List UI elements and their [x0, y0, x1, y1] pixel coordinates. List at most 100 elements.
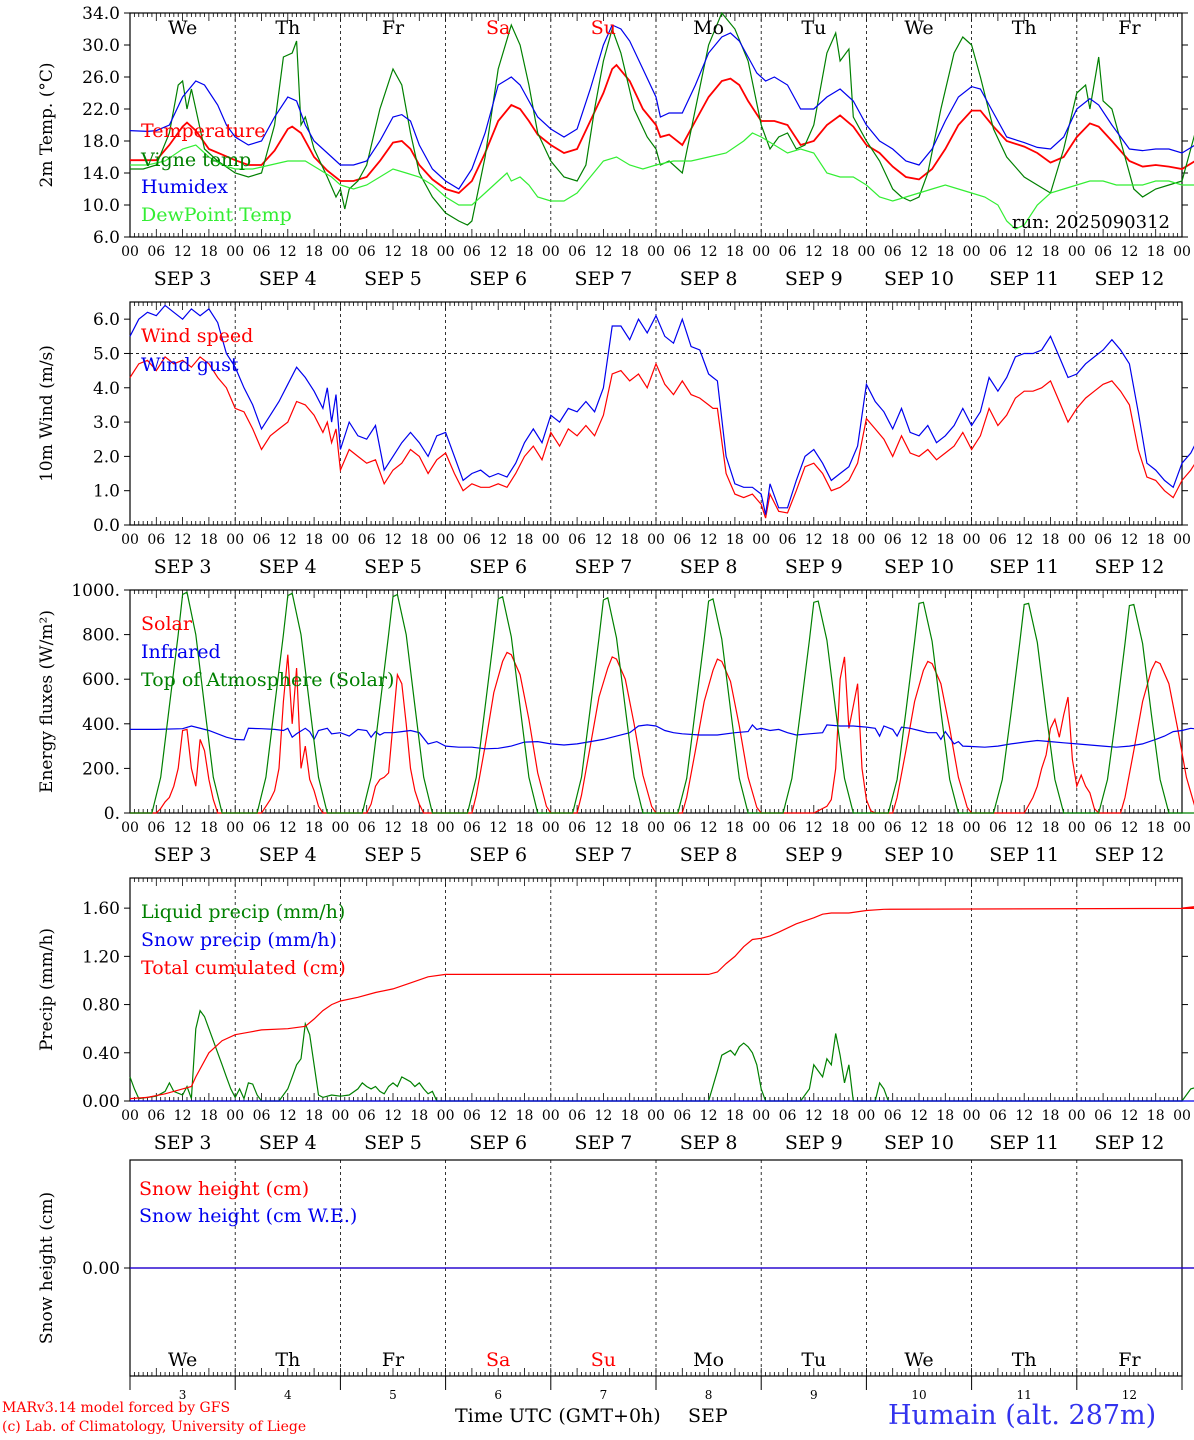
date-label: SEP 8	[680, 1132, 738, 1154]
hour-label: 06	[673, 820, 691, 836]
hour-label: 06	[358, 820, 376, 836]
run-label: run: 2025090312	[1012, 212, 1170, 233]
y-tick-label: 0.0	[93, 516, 120, 536]
hour-label: 12	[700, 820, 718, 836]
hour-label: 18	[410, 532, 428, 548]
hour-label: 18	[516, 532, 534, 548]
weekday-label: Su	[591, 1349, 616, 1371]
panel-frame	[129, 301, 1183, 526]
hour-label: 18	[1042, 532, 1060, 548]
hour-label: 06	[147, 244, 165, 260]
y-tick-label: 400.	[82, 715, 120, 735]
date-label: SEP 4	[259, 556, 317, 578]
y-axis-label: Snow height (cm)	[37, 1192, 57, 1344]
day-number: 9	[810, 1388, 818, 1402]
hour-label: 00	[542, 532, 560, 548]
hour-label: 18	[1042, 1108, 1060, 1124]
y-tick-label: 34.0	[82, 4, 120, 24]
date-label: SEP 4	[259, 844, 317, 866]
day-number: 6	[494, 1388, 502, 1402]
hour-label: 00	[437, 1108, 455, 1124]
series-line	[129, 356, 1194, 519]
y-tick-label: 200.	[82, 759, 120, 779]
hour-label: 06	[463, 1108, 481, 1124]
date-label: SEP 8	[680, 844, 738, 866]
hour-label: 12	[910, 820, 928, 836]
hour-label: 06	[1094, 820, 1112, 836]
hour-label: 06	[884, 244, 902, 260]
y-tick-label: 0.00	[82, 1259, 120, 1279]
hour-label: 12	[594, 820, 612, 836]
hour-label: 18	[516, 820, 534, 836]
y-tick-label: 30.0	[82, 36, 120, 56]
hour-label: 12	[489, 532, 507, 548]
date-label: SEP 3	[154, 556, 212, 578]
hour-label: 06	[463, 532, 481, 548]
y-axis-label: Energy fluxes (W/m²)	[37, 610, 57, 793]
hour-label: 06	[884, 820, 902, 836]
hour-label: 18	[831, 532, 849, 548]
hour-label: 18	[621, 1108, 639, 1124]
date-label: SEP 11	[989, 268, 1059, 290]
hour-label: 00	[963, 820, 981, 836]
date-label: SEP 9	[785, 844, 843, 866]
hour-label: 00	[437, 532, 455, 548]
legend-entry: DewPoint Temp	[141, 204, 292, 226]
hour-label: 06	[1094, 532, 1112, 548]
date-label: SEP 9	[785, 1132, 843, 1154]
hour-label: 12	[384, 532, 402, 548]
hour-label: 18	[936, 244, 954, 260]
hour-label: 00	[1173, 532, 1191, 548]
hour-label: 18	[1147, 532, 1165, 548]
hour-label: 12	[1015, 532, 1033, 548]
hour-label: 00	[1068, 532, 1086, 548]
date-label: SEP 10	[884, 1132, 954, 1154]
hour-label: 12	[279, 532, 297, 548]
hour-label: 18	[831, 244, 849, 260]
date-label: SEP 10	[884, 268, 954, 290]
hour-label: 06	[463, 820, 481, 836]
hour-label: 12	[279, 244, 297, 260]
hour-label: 12	[594, 532, 612, 548]
hour-label: 18	[1147, 1108, 1165, 1124]
y-tick-label: 0.00	[82, 1092, 120, 1112]
panel-1	[124, 11, 1194, 238]
station-name: Humain (alt. 287m)	[888, 1400, 1157, 1431]
hour-label: 12	[1120, 532, 1138, 548]
hour-label: 00	[963, 244, 981, 260]
y-tick-label: 6.0	[93, 228, 120, 248]
hour-label: 12	[174, 532, 192, 548]
hour-label: 12	[910, 1108, 928, 1124]
hour-label: 18	[936, 1108, 954, 1124]
hour-label: 12	[384, 820, 402, 836]
hour-label: 18	[305, 532, 323, 548]
hour-label: 06	[147, 1108, 165, 1124]
series-line	[130, 723, 1194, 750]
hour-label: 18	[621, 244, 639, 260]
weekday-label: Tu	[801, 17, 826, 39]
legend-entry: Solar	[141, 613, 193, 635]
hour-label: 00	[121, 820, 139, 836]
date-label: SEP 6	[469, 1132, 527, 1154]
hour-label: 12	[805, 244, 823, 260]
hour-label: 12	[1120, 244, 1138, 260]
panel-3	[124, 589, 1194, 814]
date-label: SEP 5	[364, 268, 422, 290]
hour-label: 06	[568, 244, 586, 260]
legend-entry: Snow precip (mm/h)	[141, 929, 337, 951]
series-line	[130, 11, 1194, 226]
hour-label: 12	[805, 820, 823, 836]
hour-label: 12	[594, 1108, 612, 1124]
legend-entry: Infrared	[141, 641, 221, 663]
y-tick-label: 4.0	[93, 379, 120, 399]
date-label: SEP 3	[154, 1132, 212, 1154]
weekday-label: We	[168, 1349, 197, 1371]
hour-label: 00	[1173, 820, 1191, 836]
day-number: 8	[705, 1388, 713, 1402]
date-label: SEP 3	[154, 844, 212, 866]
hour-label: 12	[1120, 1108, 1138, 1124]
hour-label: 00	[752, 820, 770, 836]
hour-label: 18	[1042, 244, 1060, 260]
hour-label: 06	[673, 532, 691, 548]
